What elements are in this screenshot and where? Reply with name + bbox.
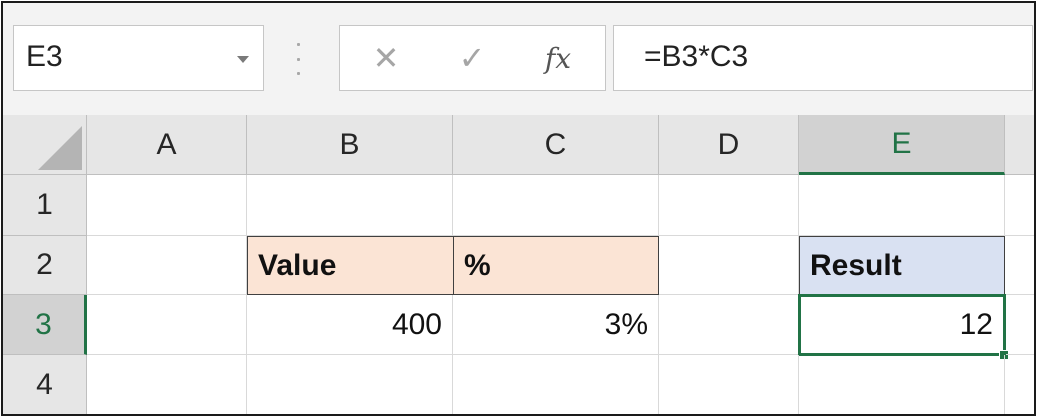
cell-b1[interactable] — [247, 175, 453, 236]
cell-c2[interactable]: % — [453, 236, 659, 295]
cell-a2[interactable] — [87, 236, 247, 295]
row-header-2[interactable]: 2 — [3, 236, 87, 295]
cell-b3[interactable]: 400 — [247, 295, 453, 355]
column-header-e[interactable]: E — [799, 115, 1005, 175]
column-header-a[interactable]: A — [87, 115, 247, 175]
cell-e2[interactable]: Result — [799, 236, 1005, 295]
column-header-d[interactable]: D — [659, 115, 799, 175]
grip-icon[interactable] — [295, 43, 301, 75]
formula-bar-area: E3 ✕ ✓ fx =B3*C3 — [3, 3, 1034, 115]
cell-f2[interactable] — [1005, 236, 1034, 295]
select-all-icon — [38, 126, 82, 170]
cell-e3-active[interactable]: 12 — [798, 294, 1006, 356]
insert-function-icon[interactable]: fx — [544, 41, 572, 75]
column-header-c[interactable]: C — [453, 115, 659, 175]
cell-f3[interactable] — [1006, 295, 1034, 355]
cancel-icon[interactable]: ✕ — [372, 40, 400, 76]
column-header-f-partial[interactable] — [1005, 115, 1034, 175]
cell-d1[interactable] — [659, 175, 799, 236]
cell-a4[interactable] — [87, 355, 247, 414]
formula-input[interactable]: =B3*C3 — [613, 25, 1033, 91]
cell-c4[interactable] — [453, 355, 659, 414]
cell-f1[interactable] — [1005, 175, 1034, 236]
cell-d2[interactable] — [659, 236, 799, 295]
cell-a1[interactable] — [87, 175, 247, 236]
sheet-grid: A B C D E 1 2 3 4 Value % Result 400 3% … — [3, 115, 1034, 414]
name-box-value: E3 — [26, 40, 63, 73]
cell-c3[interactable]: 3% — [453, 295, 659, 355]
select-all-button[interactable] — [3, 115, 87, 175]
cell-d4[interactable] — [659, 355, 799, 414]
chevron-down-icon[interactable] — [237, 56, 249, 63]
formula-buttons: ✕ ✓ fx — [339, 25, 606, 91]
cell-e1[interactable] — [799, 175, 1005, 236]
cell-f4[interactable] — [1005, 355, 1034, 414]
cell-d3[interactable] — [659, 295, 799, 355]
name-box[interactable]: E3 — [13, 25, 264, 91]
row-header-3[interactable]: 3 — [3, 295, 87, 355]
row-header-4[interactable]: 4 — [3, 355, 87, 414]
cell-b4[interactable] — [247, 355, 453, 414]
formula-value: =B3*C3 — [644, 40, 749, 73]
cell-e4[interactable] — [799, 355, 1005, 414]
cell-b2[interactable]: Value — [247, 236, 454, 295]
cell-a3[interactable] — [87, 295, 247, 355]
cell-c1[interactable] — [453, 175, 659, 236]
enter-icon[interactable]: ✓ — [458, 40, 486, 76]
row-header-1[interactable]: 1 — [3, 175, 87, 236]
column-header-b[interactable]: B — [247, 115, 453, 175]
